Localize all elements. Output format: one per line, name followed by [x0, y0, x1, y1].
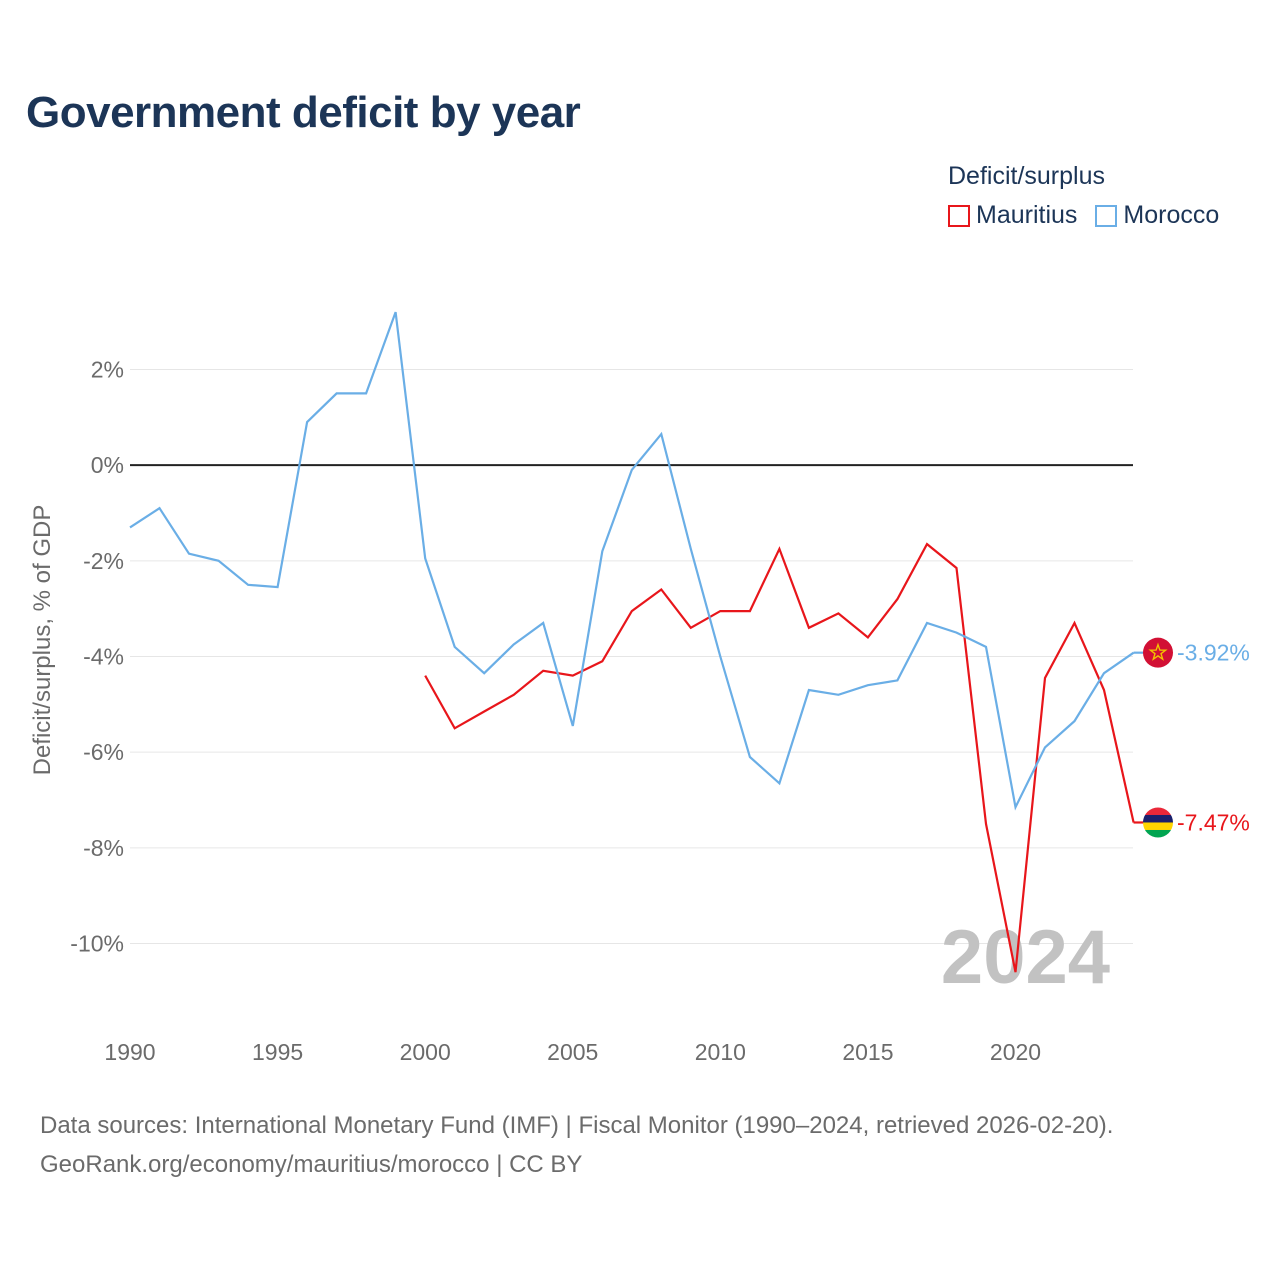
- y-tick-label: -4%: [83, 644, 124, 670]
- series-lines: [129, 311, 1135, 973]
- legend-item-mauritius[interactable]: Mauritius: [948, 201, 1077, 230]
- chart-title: Government deficit by year: [26, 88, 581, 137]
- y-tick-label: -10%: [70, 931, 124, 957]
- morocco-flag-icon: [1143, 637, 1173, 668]
- y-tick-label: -8%: [83, 835, 124, 861]
- end-value-label-morocco: -3.92%: [1177, 640, 1250, 666]
- legend-item-morocco[interactable]: Morocco: [1095, 201, 1219, 230]
- x-tick-label: 2010: [695, 1039, 746, 1065]
- source-line-1: Data sources: International Monetary Fun…: [40, 1112, 1114, 1139]
- axes: 2% 0% -2% -4% -6% -8% -10% 1990 1995 2000 2005 2010…: [70, 357, 1133, 1065]
- x-tick-label: 2000: [400, 1039, 451, 1065]
- legend-swatch-mauritius: [948, 204, 970, 227]
- x-tick-label: 2015: [842, 1039, 893, 1065]
- x-tick-label: 1995: [252, 1039, 303, 1065]
- legend-label-mauritius: Mauritius: [976, 201, 1078, 229]
- series-line-mauritius[interactable]: [424, 542, 1135, 973]
- gridlines: [130, 369, 1133, 944]
- source-line-2[interactable]: GeoRank.org/economy/mauritius/morocco | …: [40, 1151, 583, 1178]
- mauritius-flag-icon: [1143, 807, 1173, 838]
- legend-label-morocco: Morocco: [1123, 201, 1220, 229]
- x-tick-label: 1990: [104, 1039, 155, 1065]
- legend: Deficit/surplus Mauritius Morocco: [948, 162, 1219, 230]
- series-line-morocco[interactable]: [129, 311, 1135, 811]
- legend-title: Deficit/surplus: [948, 162, 1105, 190]
- source-note: Data sources: International Monetary Fun…: [40, 1106, 1260, 1184]
- y-tick-label: -6%: [83, 739, 124, 765]
- year-watermark: 2024: [941, 915, 1110, 1000]
- end-markers: -7.47% -3.92%: [1133, 637, 1250, 838]
- y-tick-label: 0%: [91, 452, 124, 478]
- line-chart: 2024 2% 0% -2% -4% -6% -8% -10% 1990 1995 2000 200…: [29, 311, 1250, 1065]
- y-tick-label: 2%: [91, 357, 124, 383]
- y-tick-label: -2%: [83, 548, 124, 574]
- end-value-label-mauritius: -7.47%: [1177, 809, 1250, 835]
- x-tick-label: 2005: [547, 1039, 598, 1065]
- y-axis-label: Deficit/surplus, % of GDP: [29, 505, 56, 776]
- legend-swatch-morocco: [1095, 204, 1118, 227]
- x-tick-label: 2020: [990, 1039, 1041, 1065]
